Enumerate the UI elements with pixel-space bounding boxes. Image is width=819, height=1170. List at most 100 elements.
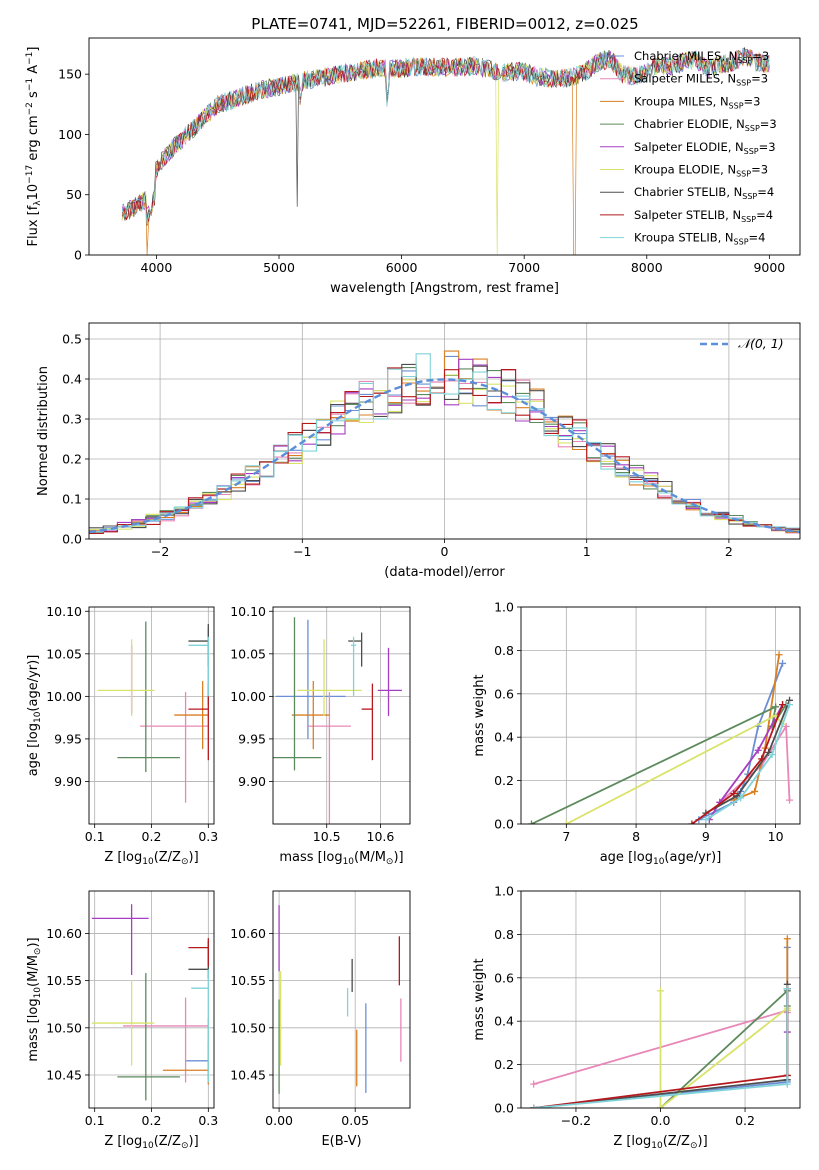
x-tick-label: 7000	[508, 260, 540, 275]
mass-weight-marker	[730, 790, 738, 798]
mass_weight_vs_age-axes: 7 8 9 10 0.0 0.2 0.4 0.6 0.8 1.0 age [log10(age/yr…	[472, 600, 801, 867]
age_vs_Z-plot-area	[97, 621, 209, 803]
mass-weight-line	[691, 704, 784, 824]
mass-weight-marker	[779, 701, 787, 709]
x-axis-label: Z [log10(Z/Z⊙)]	[104, 1134, 198, 1151]
mass-weight-marker	[702, 816, 710, 824]
errorbar-kroupa-elodie	[91, 980, 155, 1066]
mass_weight_vs_Z-frame	[520, 890, 801, 1109]
mass_vs_Z-frame	[88, 890, 215, 1109]
y-axis-label: Flux [fλ10−17 erg cm−2 s−1 A−1]	[25, 47, 43, 247]
mass-weight-line	[733, 654, 780, 801]
y-axis-label: mass weight	[472, 958, 487, 1040]
y-tick-label: 10.55	[230, 973, 266, 988]
legend-label: Kroupa MILES, NSSP=3	[634, 94, 760, 110]
mass-weight-series-kroupa-stelib	[530, 985, 791, 1108]
figure-title: PLATE=0741, MJD=52261, FIBERID=0012, z=0…	[251, 15, 638, 33]
y-tick-label: 10.50	[46, 1020, 82, 1035]
errorbar-kroupa-stelib	[188, 636, 209, 697]
y-axis-label: age [log10(age/yr)]	[26, 655, 43, 777]
x-axis-label: E(B-V)	[321, 1134, 361, 1149]
errorbar-salpeter-miles	[307, 692, 351, 824]
x-tick-label: 0.2	[142, 829, 162, 844]
x-tick-label: 6000	[386, 260, 418, 275]
errorbar-chabrier-miles	[275, 619, 346, 739]
x-tick-label: 0.3	[198, 1113, 218, 1128]
x-axis-label: age [log10(age/yr)]	[600, 850, 722, 867]
mass-weight-line	[705, 699, 791, 814]
x-tick-label: 8000	[631, 260, 663, 275]
x-tick-label: 8	[632, 829, 640, 844]
y-tick-label: 10.05	[230, 646, 266, 661]
x-tick-label: 5000	[263, 260, 295, 275]
y-tick-label: 0.5	[62, 332, 82, 347]
y-tick-label: 9.95	[238, 731, 266, 746]
mass-weight-marker	[562, 820, 570, 824]
residuals-axes: −2 −1 0 1 2 0.0 0.1 0.2 0.3 0.4 0.5 (data-model)/er…	[36, 322, 801, 580]
mass_weight_vs_Z-axes: −0.2 0.0 0.2 0.0 0.2 0.4 0.6 0.8 1.0 Z [log10(Z/Z…	[472, 884, 801, 1151]
x-tick-label: −2	[151, 544, 169, 559]
mass-weight-marker	[657, 987, 664, 995]
mass-weight-marker	[754, 746, 762, 754]
mass-weight-marker	[530, 1080, 538, 1088]
y-tick-label: 10.00	[46, 689, 82, 704]
y-tick-label: 0.4	[494, 730, 514, 745]
x-tick-label: 9	[702, 829, 710, 844]
errorbar-chabrier-elodie	[117, 973, 180, 1101]
mass-weight-series-kroupa-miles	[730, 651, 783, 804]
y-tick-label: 10.60	[230, 926, 266, 941]
errorbar-chabrier-stelib	[188, 941, 209, 979]
mass_weight_vs_age-plot-area	[527, 651, 794, 824]
mass_vs_EBV-frame	[272, 890, 411, 1109]
mass-weight-marker	[527, 820, 535, 824]
y-tick-label: 0.0	[62, 532, 82, 547]
y-tick-label: 1.0	[494, 884, 514, 899]
errorbar-kroupa-miles	[174, 681, 209, 750]
x-tick-label: 4000	[141, 260, 173, 275]
y-tick-label: 0.2	[494, 1057, 514, 1072]
residuals-plot-area	[89, 350, 800, 535]
mass-weight-marker	[737, 794, 745, 802]
legend-label: Chabrier ELODIE, NSSP=3	[634, 117, 777, 133]
errorbar-salpeter-elodie	[91, 904, 149, 975]
x-tick-label: 0.00	[265, 1113, 293, 1128]
y-tick-label: 50	[66, 187, 82, 202]
y-tick-label: 150	[58, 67, 82, 82]
y-tick-label: 10.45	[230, 1067, 266, 1082]
errorbar-kroupa-elodie	[297, 639, 362, 716]
legend-label: Chabrier STELIB, NSSP=4	[634, 185, 774, 201]
mass_vs_EBV-axes: 0.00 0.05 10.45 10.50 10.55 10.60 E(B-V)	[230, 890, 411, 1149]
mass-weight-marker	[783, 935, 791, 943]
mass-weight-line	[565, 714, 784, 824]
y-tick-label: 0.2	[62, 452, 82, 467]
mass-weight-marker	[688, 820, 696, 824]
age_vs_mass-frame	[272, 606, 411, 825]
errorbar-salpeter-stelib	[188, 938, 209, 967]
errorbar-kroupa-miles	[291, 681, 330, 750]
mass_vs_Z-plot-area	[91, 904, 209, 1101]
mass_weight_vs_age-frame	[520, 606, 801, 825]
x-tick-label: 0.2	[735, 1113, 755, 1128]
mass-weight-series-salpeter-stelib	[688, 701, 787, 824]
x-tick-label: 0.1	[85, 829, 105, 844]
x-axis-label: Z [log10(Z/Z⊙)]	[613, 1134, 707, 1151]
errorbar-salpeter-stelib	[188, 683, 209, 761]
mass-weight-marker	[530, 1104, 538, 1108]
y-tick-label: 1.0	[494, 600, 514, 615]
legend-label: Chabrier MILES, NSSP=3	[634, 49, 769, 65]
x-tick-label: 0.2	[142, 1113, 162, 1128]
y-tick-label: 0.1	[62, 492, 82, 507]
mass-weight-marker	[775, 651, 783, 659]
y-tick-label: 10.55	[46, 973, 82, 988]
normal-curve	[89, 378, 800, 534]
x-tick-label: −0.2	[561, 1113, 591, 1128]
age_vs_Z-axes: 0.1 0.2 0.3 9.90 9.95 10.00 10.05 10.10 Z [log10…	[26, 604, 218, 867]
legend-label: Salpeter STELIB, NSSP=4	[634, 208, 773, 224]
residuals-frame	[88, 322, 801, 540]
mass-weight-line	[708, 704, 784, 821]
x-axis-label: mass [log10(M/M⊙)]	[279, 850, 403, 867]
spectrum-line-kroupa-stelib	[121, 48, 770, 224]
y-tick-label: 0.0	[494, 817, 514, 832]
y-tick-label: 0.3	[62, 412, 82, 427]
x-tick-label: 10	[768, 829, 784, 844]
